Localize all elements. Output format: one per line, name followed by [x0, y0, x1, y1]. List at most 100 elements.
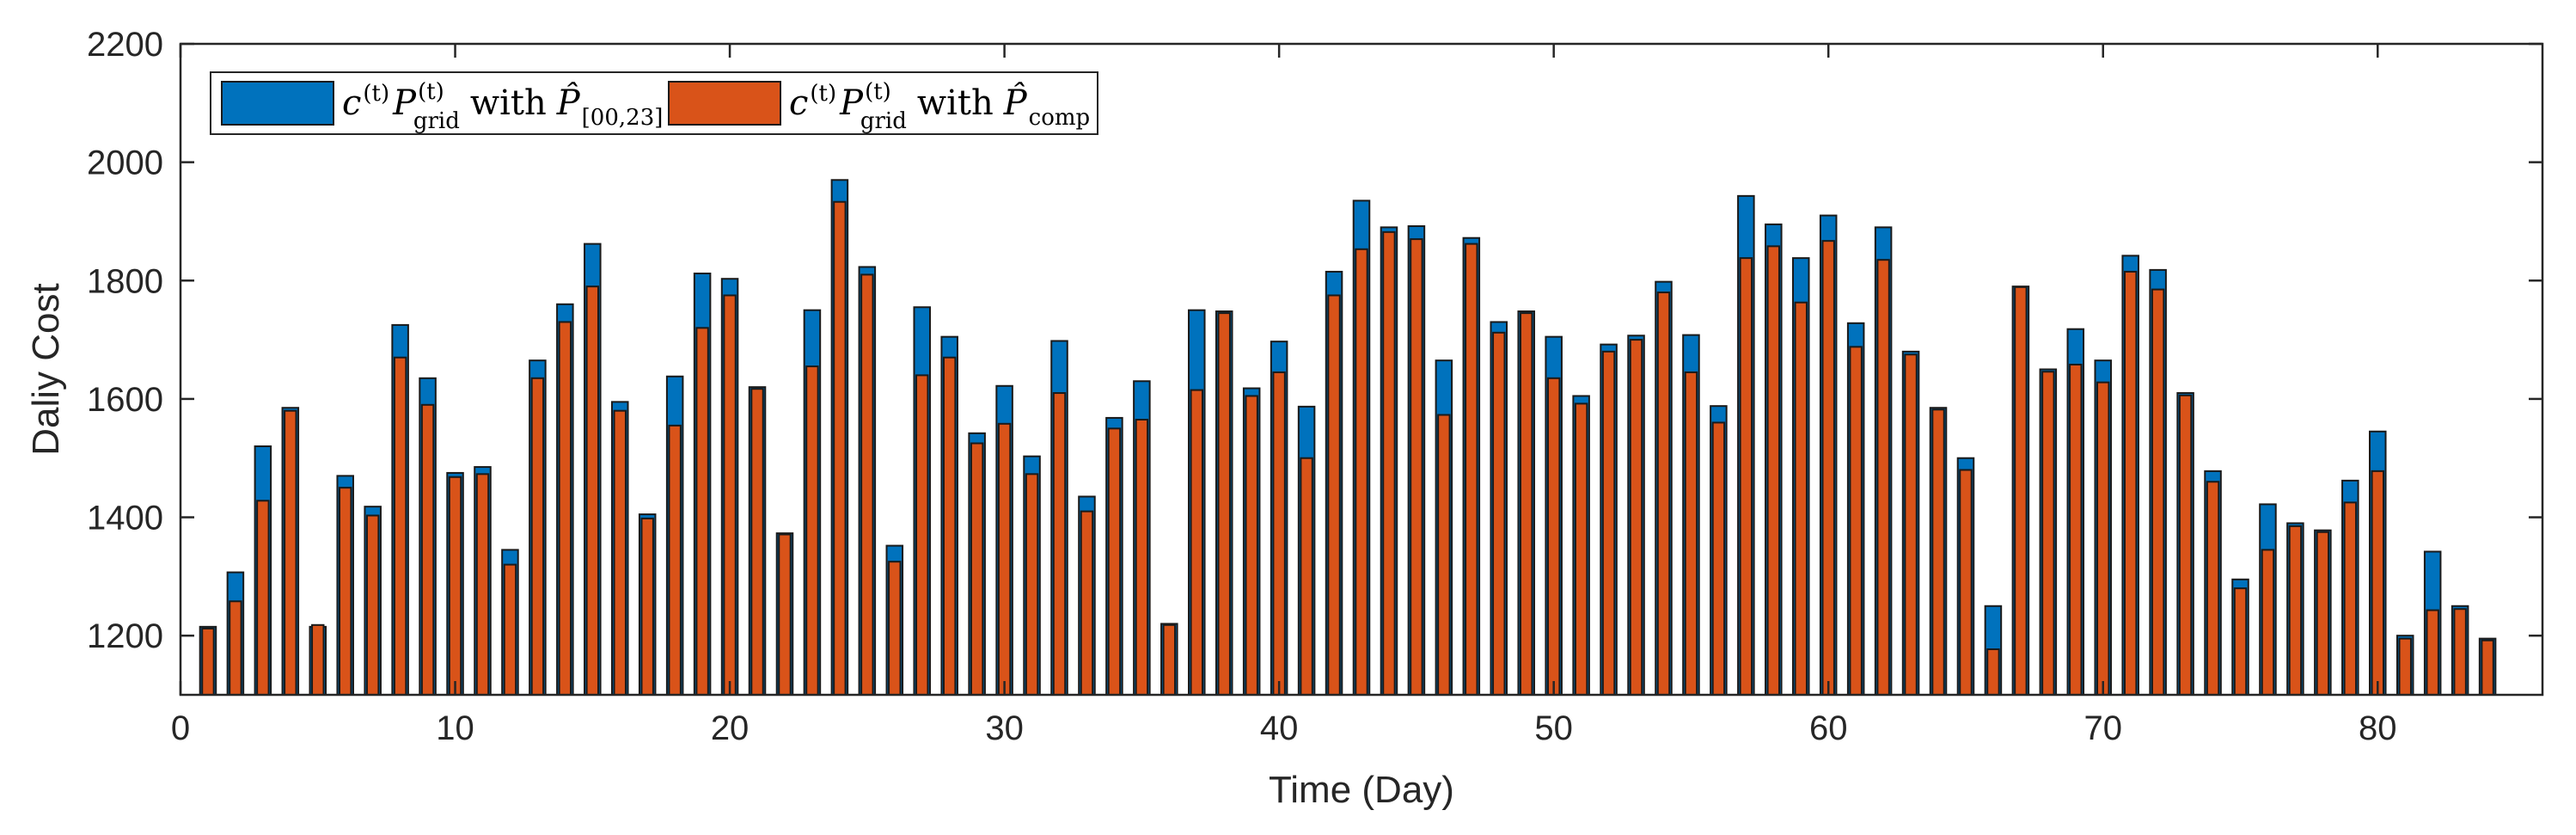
bar-orange: [1135, 419, 1149, 696]
axes-layer: [179, 42, 2544, 697]
x-tick-label: 60: [1809, 709, 1848, 747]
bar-orange: [1327, 294, 1341, 696]
legend-1-mid: P: [392, 83, 417, 123]
bar-orange: [284, 409, 297, 696]
bar-orange: [448, 476, 462, 696]
bar-orange: [2481, 639, 2494, 697]
bar-orange: [1711, 421, 1726, 696]
bar-orange: [311, 623, 325, 696]
bar-orange: [229, 600, 242, 697]
bar-orange: [1656, 292, 1671, 696]
bar-orange: [1821, 240, 1835, 697]
y-tick-label: 2000: [87, 144, 163, 182]
bar-orange: [970, 442, 984, 697]
bar-orange: [613, 409, 627, 696]
bar-orange: [1601, 350, 1616, 696]
legend-2-hat-var: P̂: [1003, 83, 1028, 123]
bar-orange: [585, 285, 600, 696]
bar-orange: [915, 374, 929, 696]
x-tick-label: 10: [436, 709, 474, 747]
bar-orange: [393, 356, 407, 696]
legend-1-main: c: [342, 83, 361, 123]
x-tick-label: 40: [1260, 709, 1299, 747]
bar-orange: [1245, 395, 1258, 696]
bar-orange: [2233, 587, 2248, 697]
bar-orange: [750, 388, 764, 696]
bar-orange: [1272, 371, 1286, 696]
bar-orange: [1162, 623, 1177, 696]
bar-orange: [2178, 394, 2193, 696]
y-tick-label: 2200: [87, 26, 163, 64]
bar-orange: [2261, 549, 2275, 697]
y-tick-label: 1800: [87, 262, 163, 300]
y-tick-label: 1600: [87, 381, 163, 419]
bar-orange: [888, 561, 902, 696]
y-axis-label: Daliy Cost: [25, 283, 67, 456]
legend-swatch-orange: [668, 81, 781, 126]
bar-orange: [1739, 257, 1753, 696]
bar-orange: [640, 517, 654, 696]
bar-orange: [805, 365, 819, 696]
legend-entry-orange: c(t) P(t) grid with P̂comp: [668, 79, 1090, 134]
bar-orange: [2288, 525, 2303, 696]
y-tick-label: 1400: [87, 500, 163, 537]
x-tick-label: 50: [1534, 709, 1573, 747]
bar-orange: [1931, 408, 1945, 696]
legend-box: [210, 71, 1098, 135]
bar-orange: [1217, 312, 1231, 696]
bar-orange: [1080, 510, 1094, 696]
bar-orange: [1959, 469, 1973, 696]
bar-orange: [2069, 363, 2083, 696]
bar-orange: [1107, 427, 1122, 696]
bar-orange: [1766, 245, 1781, 696]
x-tick-label: 0: [171, 709, 190, 747]
bar-orange: [420, 403, 435, 696]
bar-orange: [2206, 481, 2220, 696]
bar-orange: [1300, 457, 1313, 696]
x-axis-label: Time (Day): [1269, 769, 1454, 811]
bar-orange: [2041, 371, 2055, 696]
bar-orange: [1410, 238, 1423, 697]
ticks-layer: 0 10 20 30 40 50 60 70 80 1200 1400 1600 1800 2000 220…: [87, 26, 2542, 747]
legend-label-orange: c(t) P(t) grid with P̂comp: [789, 79, 1090, 134]
bar-orange: [2316, 531, 2330, 696]
bar-orange: [1025, 473, 1039, 696]
bar-orange: [2151, 288, 2165, 696]
bar-orange: [201, 627, 215, 696]
bar-orange: [503, 563, 517, 696]
legend-2-hat-sub: comp: [1029, 105, 1091, 131]
bar-orange: [2453, 608, 2467, 697]
bar-orange: [1492, 331, 1506, 696]
y-tick-label: 1200: [87, 617, 163, 655]
legend-1-hat-var: P̂: [556, 83, 581, 123]
bar-orange: [1904, 353, 1918, 696]
legend-2-sup1: (t): [810, 81, 836, 107]
bar-orange: [1465, 243, 1478, 696]
plot-frame: [179, 42, 2544, 697]
legend-label-blue: c(t) P(t) grid with P̂[00,23]: [342, 79, 663, 134]
legend-2-sup2: (t): [865, 79, 891, 105]
bar-orange: [723, 294, 737, 696]
legend-2-main: c: [789, 83, 808, 123]
legend-1-sup1: (t): [363, 81, 389, 107]
bar-orange: [1849, 346, 1863, 696]
legend-1-sub2: grid: [413, 108, 460, 134]
bar-orange: [778, 533, 792, 696]
bar-orange: [1546, 377, 1561, 696]
bar-orange: [695, 327, 709, 696]
bar-orange: [2123, 270, 2138, 696]
bar-orange: [1574, 402, 1588, 696]
bar-orange: [2398, 637, 2412, 696]
legend-swatch-blue: [221, 81, 334, 126]
x-tick-label: 80: [2359, 709, 2397, 747]
bar-orange: [833, 200, 847, 697]
bar-orange: [2343, 501, 2358, 697]
bar-orange: [2014, 285, 2028, 696]
legend-1-hat-sub: [00,23]: [582, 105, 664, 131]
legend-2-mid: P: [839, 83, 864, 123]
bar-orange: [558, 321, 572, 696]
bar-orange: [1355, 248, 1368, 696]
bar-orange: [1520, 312, 1533, 696]
